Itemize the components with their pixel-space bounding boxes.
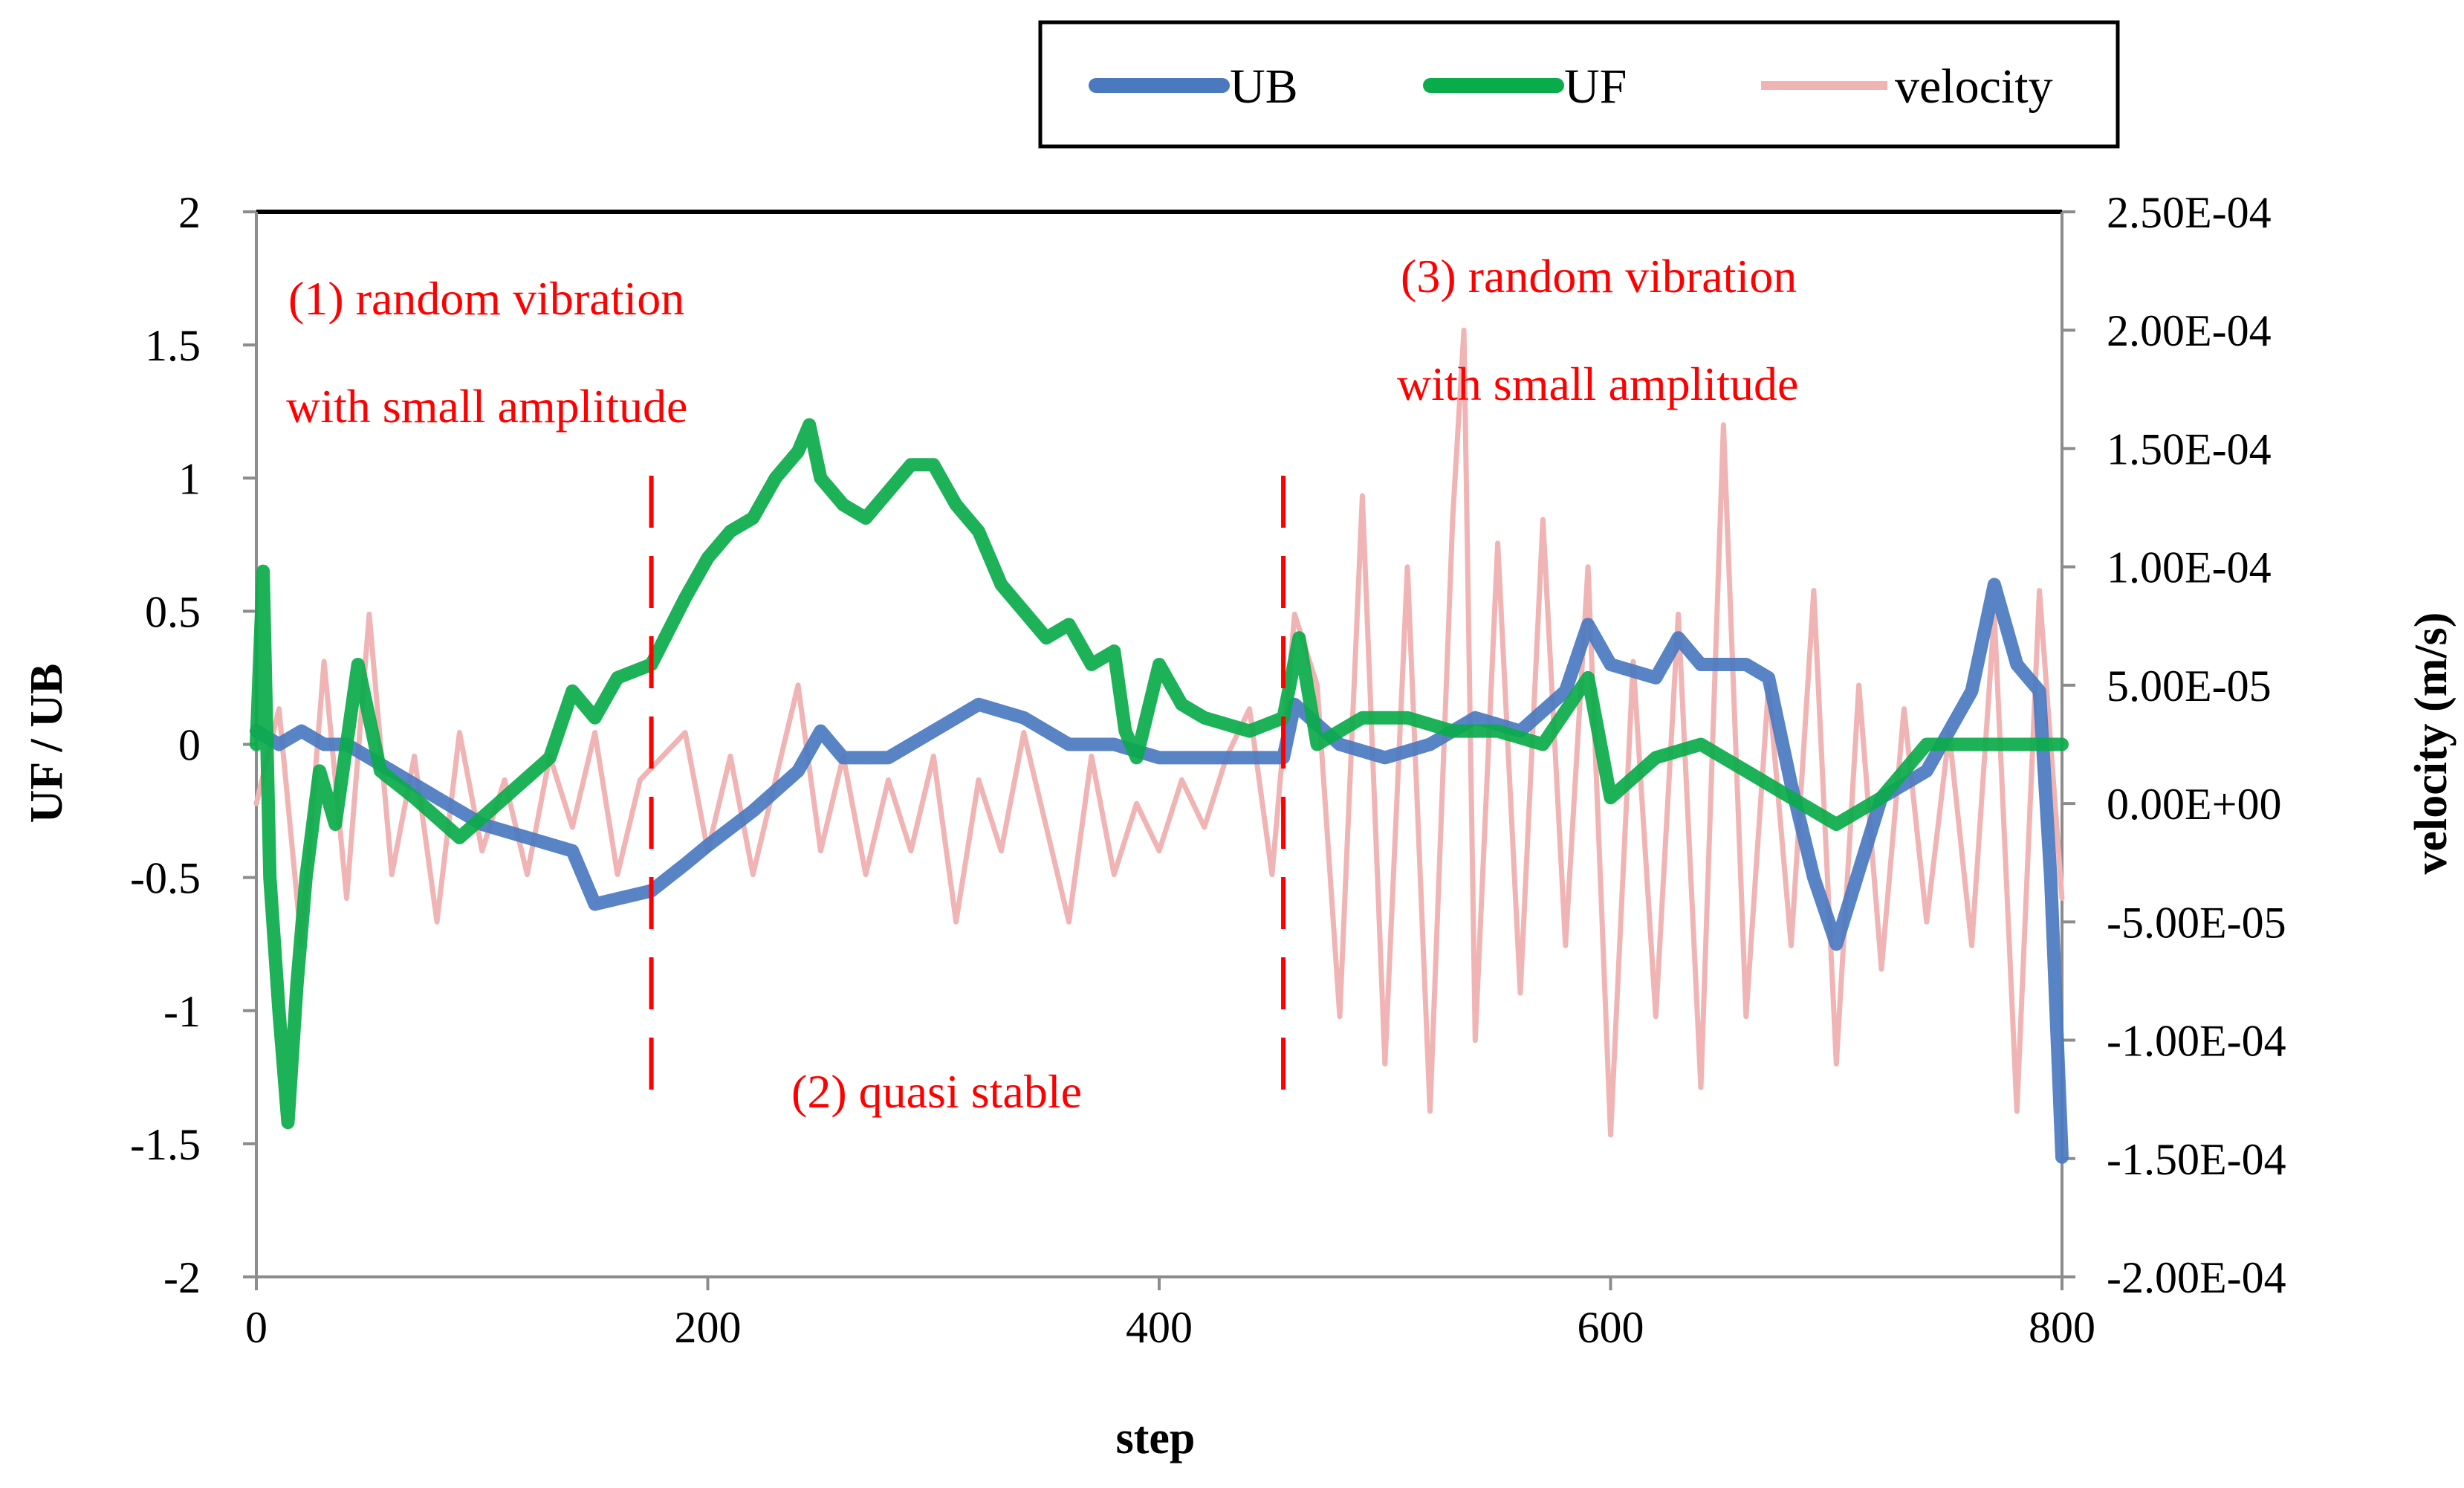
x-tick-label-3: 600 bbox=[1578, 1303, 1644, 1352]
x-tick-label-1: 200 bbox=[675, 1303, 742, 1352]
x-axis-title: step bbox=[1116, 1413, 1196, 1463]
annotation-phase-3-line-1: (3) random vibration bbox=[1401, 250, 1797, 303]
y-right-tick-label-2: 1.50E-04 bbox=[2107, 424, 2272, 473]
y-right-tick-label-4: 5.00E-05 bbox=[2107, 661, 2272, 711]
series-line-uf bbox=[250, 418, 2069, 1130]
legend-label-ub: UB bbox=[1230, 59, 1298, 114]
y-left-tick-label-0: 2 bbox=[178, 188, 201, 237]
axis-ticks bbox=[243, 210, 2075, 1290]
y-right-tick-label-3: 1.00E-04 bbox=[2107, 543, 2272, 592]
y-right-axis-title: velocity (m/s) bbox=[2406, 612, 2457, 875]
x-tick-label-0: 0 bbox=[245, 1303, 268, 1352]
legend-label-uf: UF bbox=[1564, 59, 1627, 114]
phase-boundaries bbox=[649, 476, 1286, 1115]
y-left-tick-label-4: 0 bbox=[178, 721, 201, 770]
y-left-tick-label-8: -2 bbox=[163, 1253, 201, 1302]
series-layer bbox=[250, 327, 2069, 1164]
legend-label-velocity: velocity bbox=[1895, 59, 2053, 114]
legend: UB UF velocity bbox=[1038, 20, 2120, 149]
y-left-tick-label-6: -1 bbox=[163, 987, 201, 1036]
y-right-tick-label-1: 2.00E-04 bbox=[2107, 306, 2272, 355]
series-line-ub bbox=[250, 578, 2069, 1164]
x-tick-label-4: 800 bbox=[2029, 1303, 2095, 1352]
y-right-tick-label-8: -1.50E-04 bbox=[2107, 1135, 2286, 1184]
legend-box bbox=[1038, 20, 2120, 149]
y-left-tick-label-7: -1.5 bbox=[130, 1120, 201, 1169]
annotation-phase-3-line-2: with small amplitude bbox=[1397, 358, 1798, 410]
series-line-velocity bbox=[253, 327, 2065, 1138]
y-right-tick-label-6: -5.00E-05 bbox=[2107, 898, 2286, 947]
x-tick-label-2: 400 bbox=[1126, 1303, 1193, 1352]
y-right-tick-label-5: 0.00E+00 bbox=[2107, 780, 2282, 829]
annotation-phase-2: (2) quasi stable bbox=[791, 1065, 1082, 1118]
y-left-tick-label-5: -0.5 bbox=[130, 854, 201, 903]
annotation-phase-1-line-2: with small amplitude bbox=[286, 380, 687, 433]
y-left-axis-title: UF / UB bbox=[22, 664, 72, 824]
y-left-tick-label-1: 1.5 bbox=[145, 321, 201, 370]
y-right-tick-label-9: -2.00E-04 bbox=[2107, 1253, 2286, 1302]
y-right-tick-label-0: 2.50E-04 bbox=[2107, 188, 2272, 237]
y-left-tick-label-3: 0.5 bbox=[145, 587, 201, 636]
annotation-phase-1-line-1: (1) random vibration bbox=[288, 272, 684, 325]
axis-tick-labels: 0 200 400 600 800 2 1.5 1 0.5 0 -0.5 -1 -1.5 -2 2.50E-… bbox=[130, 188, 2286, 1352]
y-right-tick-label-7: -1.00E-04 bbox=[2107, 1017, 2286, 1066]
y-left-tick-label-2: 1 bbox=[178, 454, 201, 503]
